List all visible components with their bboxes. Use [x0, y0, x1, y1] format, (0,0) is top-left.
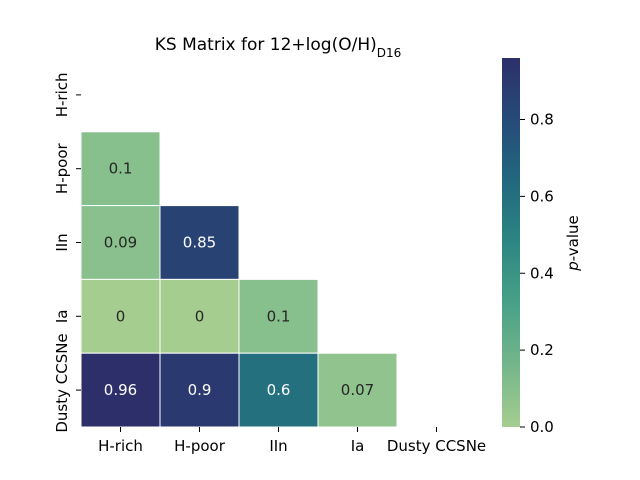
column-label: Dusty CCSNe	[387, 437, 486, 455]
cell-value-label: 0.85	[183, 234, 216, 252]
colorbar-ticks: 0.0 0.2 0.4 0.6 0.8	[520, 111, 554, 436]
cell-value-label: 0.6	[267, 381, 291, 399]
row-label: H-poor	[53, 143, 71, 195]
heatmap-cell	[80, 131, 161, 207]
colorbar	[502, 58, 520, 427]
row-label: Dusty CCSNe	[53, 333, 71, 432]
column-label: IIn	[269, 437, 287, 455]
heatmap-cell	[159, 278, 240, 354]
heatmap-cell	[80, 278, 161, 354]
cell-value-label: 0.9	[188, 381, 212, 399]
colorbar-tick-label: 0.4	[530, 264, 554, 282]
chart-title: KS Matrix for 12+log(O/H)D16	[155, 35, 402, 60]
row-labels: H-rich H-poor IIn Ia Dusty CCSNe	[53, 73, 81, 433]
cell-value-label: 0.07	[341, 381, 374, 399]
colorbar-tick-label: 0.6	[530, 187, 554, 205]
row-label: Ia	[53, 309, 71, 323]
cell-value-label: 0.1	[109, 160, 133, 178]
colorbar-tick-label: 0.2	[530, 341, 554, 359]
heatmap-cell	[80, 205, 161, 280]
row-label: H-rich	[53, 73, 71, 118]
heatmap-cell	[238, 278, 319, 354]
heatmap-cell	[317, 352, 398, 428]
cell-value-label: 0	[195, 307, 205, 325]
column-label: Ia	[351, 437, 365, 455]
cell-value-label: 0.1	[267, 307, 291, 325]
column-label: H-poor	[174, 437, 226, 455]
heatmap-cell	[159, 352, 240, 428]
cell-value-label: 0.09	[104, 234, 137, 252]
heatmap-cells: 0.1 0.09 0.85 0 0 0.1 0.96 0.9 0.6 0.07	[80, 131, 398, 428]
heatmap-cell	[159, 205, 240, 280]
colorbar-tick-label: 0.0	[530, 418, 554, 436]
colorbar-tick-label: 0.8	[530, 111, 554, 129]
column-label: H-rich	[98, 437, 143, 455]
row-label: IIn	[53, 233, 71, 251]
colorbar-label: p-value	[564, 215, 582, 272]
cell-value-label: 0.96	[104, 381, 137, 399]
cell-value-label: 0	[116, 307, 126, 325]
column-labels: H-rich H-poor IIn Ia Dusty CCSNe	[98, 427, 486, 455]
